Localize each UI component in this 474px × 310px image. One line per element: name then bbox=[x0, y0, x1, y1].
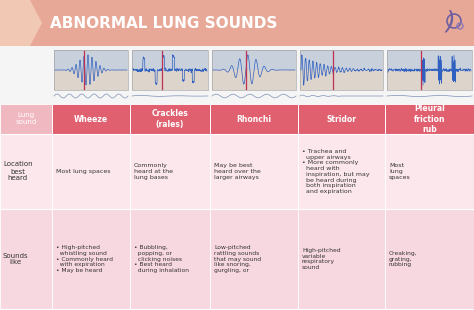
Text: High-pitched
variable
respiratory
sound: High-pitched variable respiratory sound bbox=[302, 248, 341, 270]
Bar bbox=[387, 70, 472, 90]
Bar bbox=[385, 104, 474, 134]
Bar bbox=[298, 104, 385, 134]
Text: Crackles
(rales): Crackles (rales) bbox=[152, 109, 188, 129]
Text: Location
best
heard: Location best heard bbox=[3, 162, 33, 181]
Text: Sounds
like: Sounds like bbox=[3, 253, 28, 265]
Bar bbox=[132, 50, 208, 90]
Text: ): ) bbox=[445, 10, 455, 34]
Bar bbox=[298, 209, 385, 309]
Bar bbox=[387, 50, 472, 90]
Bar bbox=[54, 50, 128, 90]
Text: • Trachea and
  upper airways
• More commonly
  heard with
  inspiration, but ma: • Trachea and upper airways • More commo… bbox=[302, 149, 370, 194]
Bar bbox=[210, 209, 298, 309]
Text: Lung
sound: Lung sound bbox=[15, 113, 36, 126]
Bar bbox=[0, 134, 52, 209]
Bar bbox=[52, 134, 130, 209]
Text: Most
lung
spaces: Most lung spaces bbox=[389, 163, 411, 180]
Polygon shape bbox=[0, 0, 42, 46]
Bar bbox=[298, 134, 385, 209]
Bar bbox=[52, 104, 130, 134]
Bar bbox=[130, 134, 210, 209]
Text: May be best
heard over the
larger airways: May be best heard over the larger airway… bbox=[214, 163, 261, 180]
Bar bbox=[132, 70, 208, 90]
Bar bbox=[0, 0, 474, 46]
Bar bbox=[212, 70, 296, 90]
Bar bbox=[387, 50, 472, 70]
Bar bbox=[130, 209, 210, 309]
Text: ABNORMAL LUNG SOUNDS: ABNORMAL LUNG SOUNDS bbox=[50, 16, 277, 30]
Text: Creaking,
grating,
rubbing: Creaking, grating, rubbing bbox=[389, 251, 418, 267]
Text: Rhonchi: Rhonchi bbox=[237, 114, 272, 123]
Bar bbox=[385, 134, 474, 209]
Bar bbox=[210, 104, 298, 134]
Text: • High-pitched
  whistling sound
• Commonly heard
  with expiration
• May be hea: • High-pitched whistling sound • Commonl… bbox=[56, 245, 113, 273]
Bar bbox=[212, 50, 296, 90]
Text: Low-pitched
rattling sounds
that may sound
like snoring,
gurgling, or: Low-pitched rattling sounds that may sou… bbox=[214, 245, 261, 273]
Bar bbox=[210, 134, 298, 209]
Bar bbox=[54, 70, 128, 90]
Text: Stridor: Stridor bbox=[327, 114, 356, 123]
Bar bbox=[0, 46, 474, 104]
Bar bbox=[0, 209, 52, 309]
Bar bbox=[300, 50, 383, 70]
Text: Pleural
friction
rub: Pleural friction rub bbox=[414, 104, 445, 134]
Bar bbox=[54, 50, 128, 70]
Text: Commonly
heard at the
lung bases: Commonly heard at the lung bases bbox=[134, 163, 173, 180]
Bar bbox=[132, 50, 208, 70]
Bar bbox=[300, 70, 383, 90]
Bar bbox=[385, 209, 474, 309]
Text: Wheeze: Wheeze bbox=[74, 114, 108, 123]
Bar bbox=[300, 50, 383, 90]
Bar bbox=[212, 50, 296, 70]
Text: • Bubbling,
  popping, or
  clicking noises
• Best heard
  during inhalation: • Bubbling, popping, or clicking noises … bbox=[134, 245, 189, 273]
Bar bbox=[130, 104, 210, 134]
Text: Most lung spaces: Most lung spaces bbox=[56, 169, 110, 174]
Bar bbox=[52, 209, 130, 309]
Bar bbox=[0, 104, 52, 134]
